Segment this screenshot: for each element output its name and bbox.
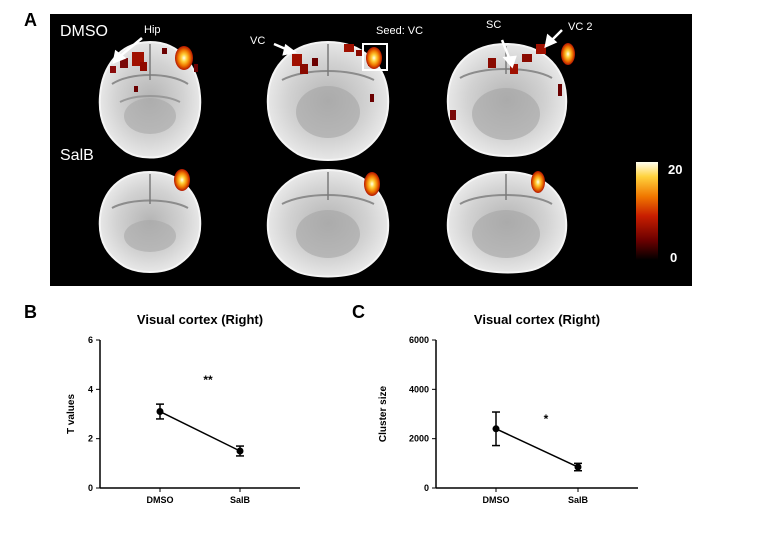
brain-slice-salb-3: [446, 170, 568, 274]
chart-c: Visual cortex (Right) 0 2000 4000 6000 Cluste…: [370, 300, 670, 520]
panel-a-letter: A: [24, 10, 37, 30]
data-point: [156, 408, 164, 416]
annotation-vc: VC: [250, 35, 265, 47]
panel-c-letter: C: [352, 302, 365, 322]
row-label-salb: SalB: [60, 147, 94, 164]
chart-c-svg: Visual cortex (Right) 0 2000 4000 6000 Cluste…: [378, 312, 638, 505]
series-line: [159, 410, 241, 452]
x-tick-label: DMSO: [147, 495, 174, 505]
data-point: [492, 425, 500, 433]
annotation-sc: SC: [486, 19, 501, 31]
data-point: [236, 447, 244, 455]
brain-slice-dmso-1: [98, 40, 202, 159]
x-tick-label: DMSO: [483, 495, 510, 505]
brain-slice-salb-2: [266, 168, 390, 278]
brain-slice-dmso-2: [266, 40, 390, 161]
y-tick-label: 4000: [409, 384, 429, 394]
x-tick-label: SalB: [230, 495, 251, 505]
annotation-seed-vc: Seed: VC: [376, 25, 423, 37]
y-tick-label: 2000: [409, 434, 429, 444]
colorbar-max-label: 20: [668, 162, 682, 177]
y-axis-label: Cluster size: [378, 385, 389, 442]
chart-title: Visual cortex (Right): [137, 312, 263, 327]
brain-slice-dmso-3: [446, 42, 575, 157]
chart-title: Visual cortex (Right): [474, 312, 600, 327]
brain-image-panel: DMSO SalB Hip VC Seed: VC SC VC 2 20 0: [50, 14, 692, 286]
y-axis-label: T values: [66, 394, 77, 434]
significance-marker: **: [203, 373, 213, 387]
significance-marker: *: [544, 412, 549, 426]
chart-b: Visual cortex (Right) 0 2 4 6 T values DMSO Sal…: [50, 300, 340, 520]
y-tick-label: 4: [88, 384, 93, 394]
seed-roi-box: [362, 43, 388, 71]
row-label-dmso: DMSO: [60, 23, 108, 40]
y-tick-label: 2: [88, 434, 93, 444]
data-point: [574, 463, 582, 471]
brain-slices-figure: DMSO SalB Hip VC Seed: VC SC VC 2 20 0: [60, 19, 682, 278]
series-line: [495, 428, 579, 468]
y-tick-label: 6: [88, 335, 93, 345]
chart-b-svg: Visual cortex (Right) 0 2 4 6 T values DMSO Sal…: [66, 312, 300, 505]
annotation-hip: Hip: [144, 24, 161, 36]
panel-b-letter: B: [24, 302, 37, 322]
x-tick-label: SalB: [568, 495, 589, 505]
brain-slice-salb-1: [98, 169, 202, 273]
annotation-arrows: [112, 29, 563, 69]
colorbar-min-label: 0: [670, 250, 677, 265]
y-tick-label: 0: [424, 483, 429, 493]
y-tick-label: 6000: [409, 335, 429, 345]
y-tick-label: 0: [88, 483, 93, 493]
colorbar: [636, 162, 658, 260]
annotation-vc2: VC 2: [568, 21, 592, 33]
